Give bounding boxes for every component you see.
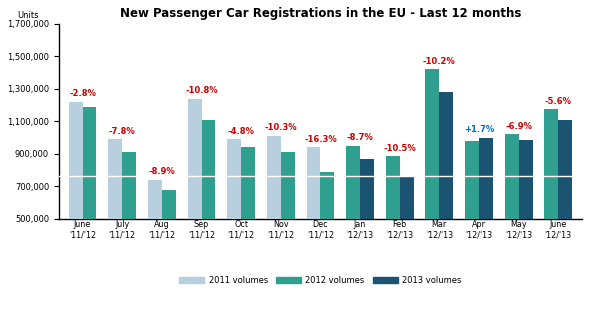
Bar [227,139,241,219]
Text: -10.2%: -10.2% [423,57,456,66]
Text: -8.7%: -8.7% [347,133,373,142]
Bar [267,136,281,219]
Bar [479,138,493,219]
Bar [439,92,453,219]
Bar [544,109,558,219]
Bar [108,139,123,219]
Bar [188,99,201,219]
Bar [162,190,176,219]
Legend: 2011 volumes, 2012 volumes, 2013 volumes: 2011 volumes, 2012 volumes, 2013 volumes [176,273,465,289]
Bar [241,147,255,219]
Text: -16.3%: -16.3% [304,135,337,144]
Bar [201,120,216,219]
Bar [505,134,519,219]
Text: +1.7%: +1.7% [464,126,494,134]
Bar [320,172,335,219]
Bar [360,159,374,219]
Bar [465,141,479,219]
Bar [123,152,136,219]
Text: -5.6%: -5.6% [545,96,572,105]
Text: -6.9%: -6.9% [505,122,532,131]
Bar [425,69,439,219]
Text: -8.9%: -8.9% [148,167,176,176]
Text: -2.8%: -2.8% [69,89,96,98]
Bar [82,107,97,219]
Text: -7.8%: -7.8% [109,126,135,136]
Bar [519,140,532,219]
Bar [69,102,82,219]
Text: -10.3%: -10.3% [264,123,297,132]
Bar [400,177,413,219]
Text: Units: Units [17,11,38,20]
Text: -10.8%: -10.8% [185,86,218,95]
Bar [306,147,320,219]
Bar [346,146,360,219]
Title: New Passenger Car Registrations in the EU - Last 12 months: New Passenger Car Registrations in the E… [120,7,521,20]
Bar [148,180,162,219]
Text: -10.5%: -10.5% [383,144,416,152]
Bar [386,156,400,219]
Bar [281,152,294,219]
Bar [558,120,572,219]
Text: -4.8%: -4.8% [228,126,254,136]
